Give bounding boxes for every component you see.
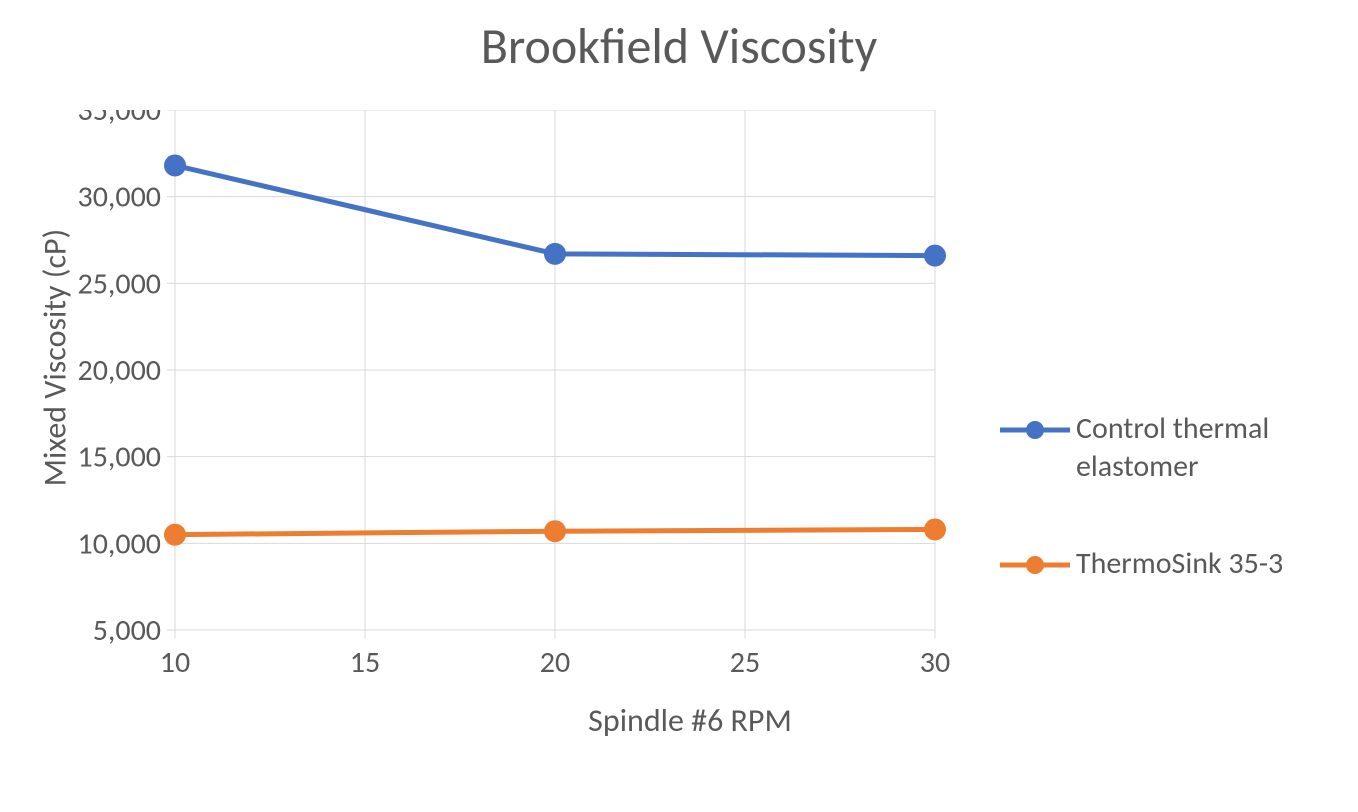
series-marker-0 xyxy=(924,245,946,267)
legend-label-1: ThermoSink 35-3 xyxy=(1076,545,1320,583)
legend-item-0: Control thermal elastomer xyxy=(1000,410,1320,485)
x-tick-label: 25 xyxy=(730,644,760,681)
legend-swatch-1 xyxy=(1000,551,1070,579)
y-tick-label: 5,000 xyxy=(93,612,161,649)
x-tick-label: 20 xyxy=(540,644,570,681)
y-tick-label: 20,000 xyxy=(77,352,161,389)
y-tick-label: 35,000 xyxy=(77,110,161,129)
series-marker-0 xyxy=(164,154,186,176)
y-tick-label: 30,000 xyxy=(77,179,161,216)
series-marker-1 xyxy=(164,524,186,546)
legend-item-1: ThermoSink 35-3 xyxy=(1000,545,1320,583)
plot-wrap: Mixed Viscosity (cP) 10152025305,00010,0… xyxy=(60,110,1320,730)
x-axis-title: Spindle #6 RPM xyxy=(60,701,1320,740)
legend-dot-1 xyxy=(1026,556,1044,574)
chart-title: Brookfield Viscosity xyxy=(0,16,1358,77)
series-marker-1 xyxy=(544,520,566,542)
legend-dot-0 xyxy=(1026,421,1044,439)
x-tick-label: 10 xyxy=(160,644,190,681)
legend: Control thermal elastomer ThermoSink 35-… xyxy=(1000,410,1320,643)
series-marker-1 xyxy=(924,518,946,540)
series-marker-0 xyxy=(544,243,566,265)
y-axis-title: Mixed Viscosity (cP) xyxy=(36,229,75,487)
legend-label-0: Control thermal elastomer xyxy=(1076,410,1320,485)
viscosity-chart: Brookfield Viscosity Mixed Viscosity (cP… xyxy=(0,0,1358,812)
x-tick-label: 30 xyxy=(920,644,950,681)
y-tick-label: 10,000 xyxy=(77,525,161,562)
x-tick-label: 15 xyxy=(350,644,380,681)
y-tick-label: 25,000 xyxy=(77,265,161,302)
legend-swatch-0 xyxy=(1000,416,1070,444)
y-tick-label: 15,000 xyxy=(77,439,161,476)
